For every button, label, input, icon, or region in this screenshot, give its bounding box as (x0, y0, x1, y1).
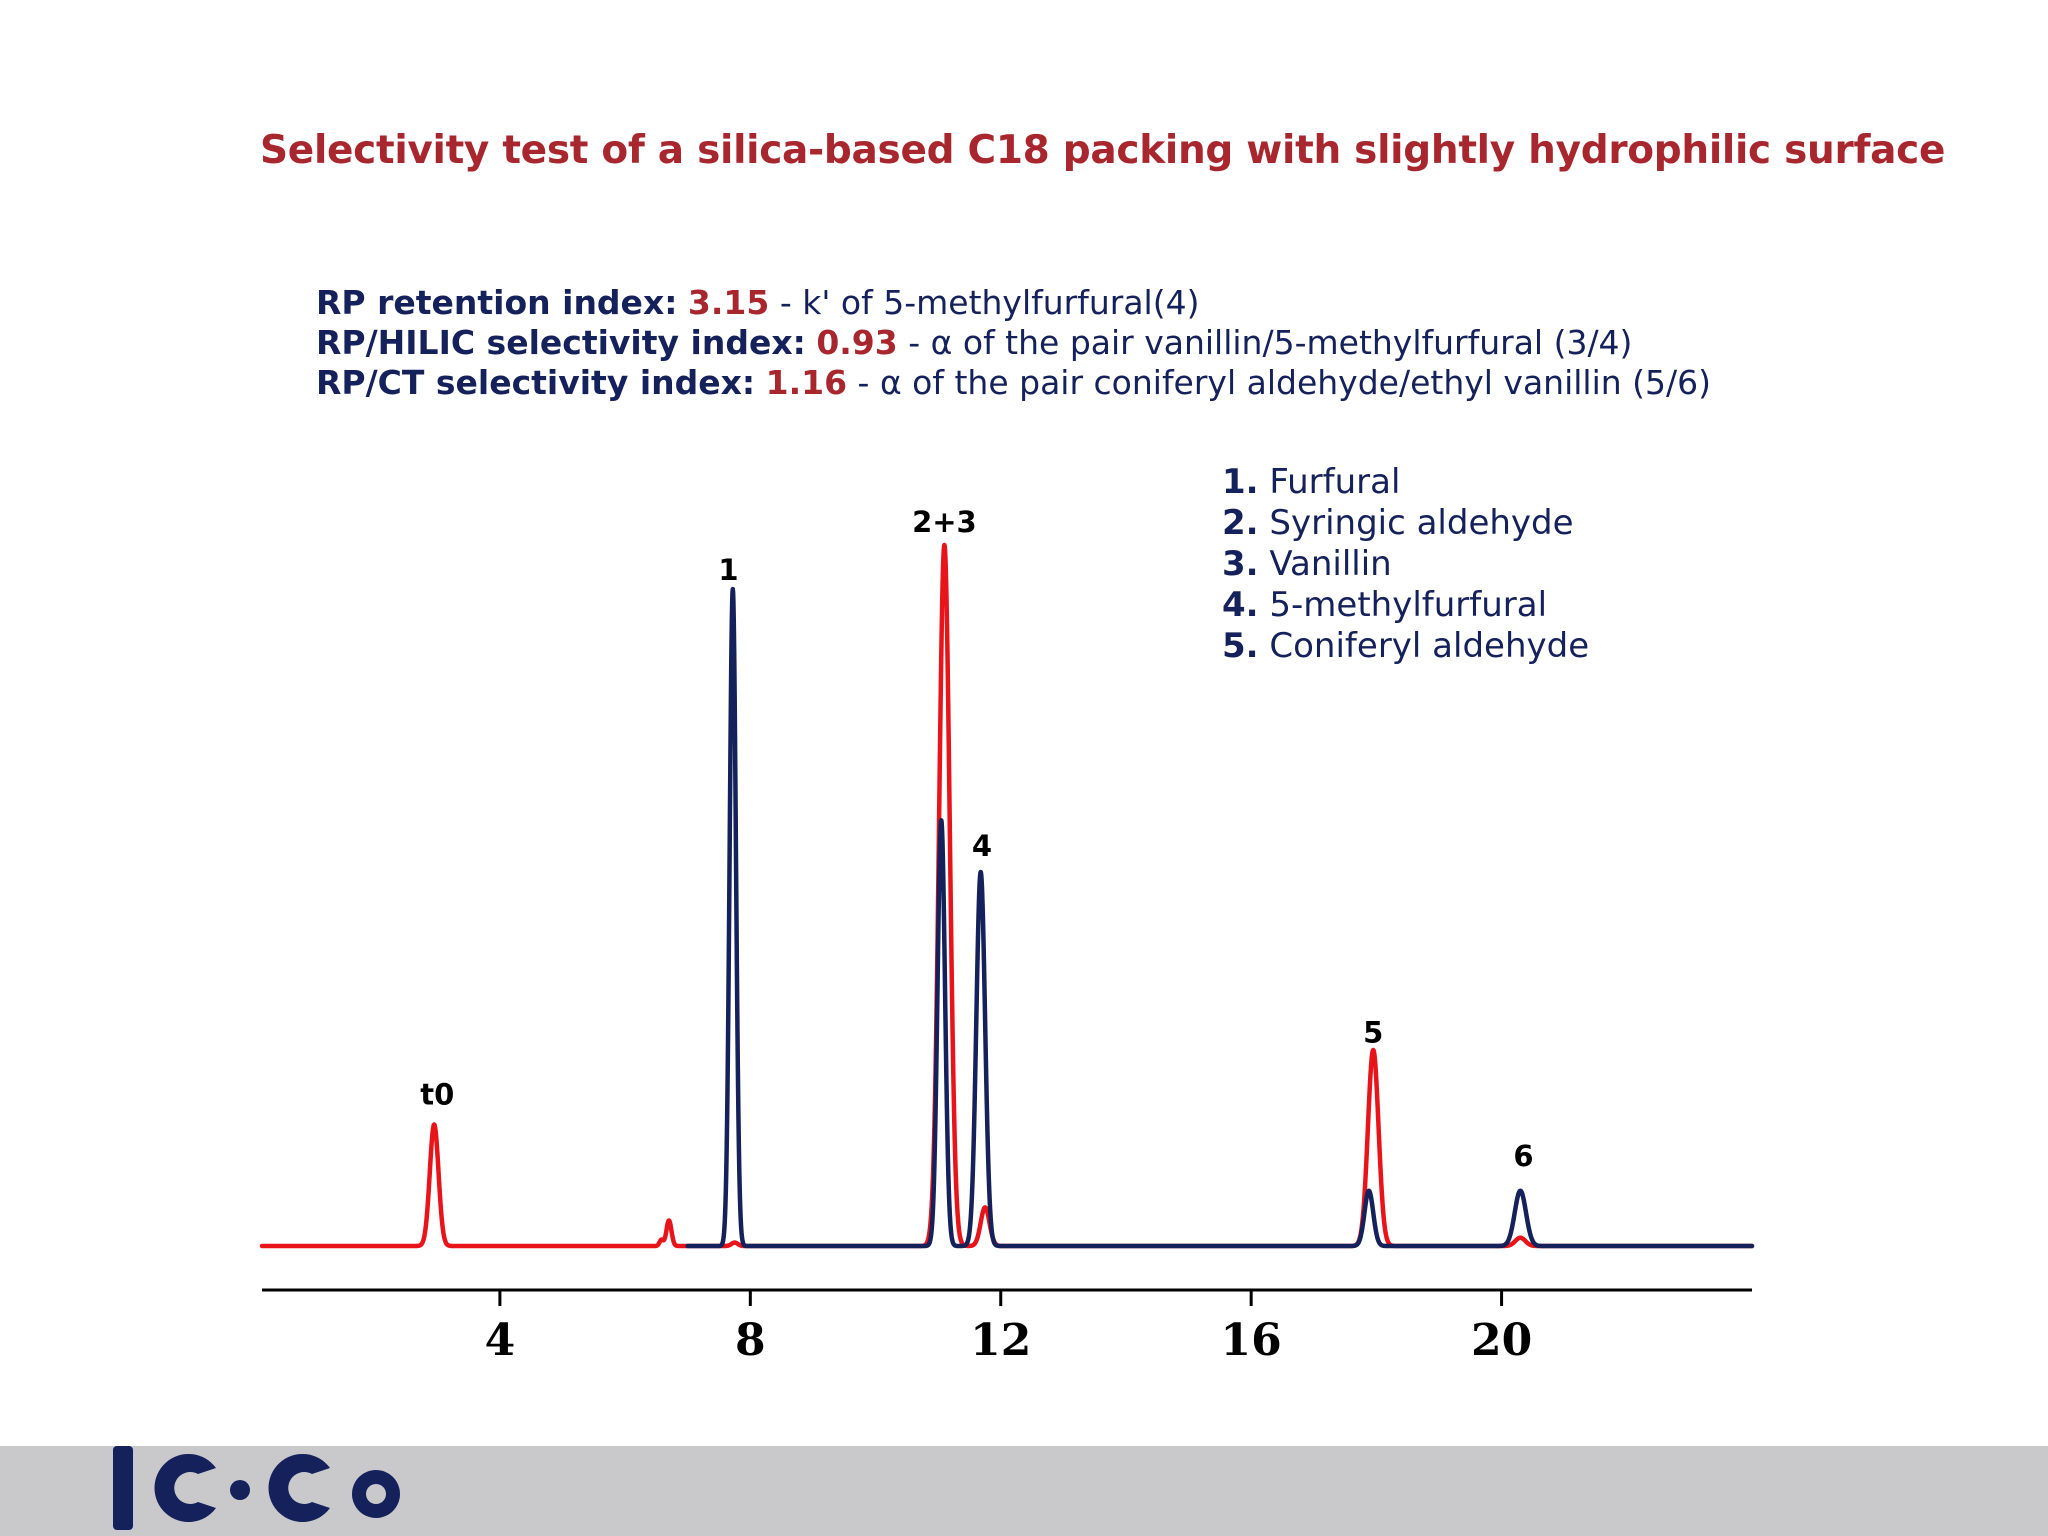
legend-item-5-methylfurfural: 4. 5-methylfurfural (1222, 585, 1547, 625)
navy-trace (685, 586, 1755, 1249)
legend-number: 2. (1222, 503, 1259, 543)
logo-letter-l (113, 1446, 133, 1530)
logo-letter-c2 (268, 1454, 330, 1522)
legend-item-coniferyl-aldehyde: 5. Coniferyl aldehyde (1222, 626, 1589, 666)
rp-retention-index: RP retention index: 3.15 - k' of 5-methy… (316, 283, 1199, 322)
lcco-logo (113, 1446, 400, 1530)
logo-letter-o (352, 1470, 400, 1518)
index-description: - k' of 5-methylfurfural(4) (779, 283, 1200, 322)
legend-number: 3. (1222, 544, 1259, 584)
legend-item-vanillin: 3. Vanillin (1222, 544, 1392, 584)
peak-label: t0 (420, 1078, 454, 1112)
logo-letter-c (154, 1454, 216, 1522)
legend-number: 5. (1222, 626, 1259, 666)
footer-bar (0, 1446, 2048, 1536)
legend-compound: Syringic aldehyde (1269, 503, 1574, 543)
legend-compound: 5-methylfurfural (1269, 585, 1548, 625)
legend-compound: Vanillin (1269, 544, 1392, 584)
index-description: - α of the pair coniferyl aldehyde/ethyl… (857, 363, 1712, 402)
x-tick-label: 16 (1221, 1315, 1282, 1366)
chart-title: Selectivity test of a silica-based C18 p… (260, 128, 1946, 173)
x-tick-label: 8 (735, 1315, 766, 1366)
rp-hilic-selectivity-index: RP/HILIC selectivity index: 0.93 - α of … (316, 323, 1632, 362)
legend-item-syringic-aldehyde: 2. Syringic aldehyde (1222, 503, 1574, 543)
x-tick-label: 12 (970, 1315, 1031, 1366)
x-tick-label: 20 (1471, 1315, 1532, 1366)
logo-dot (230, 1480, 250, 1500)
index-label: RP/HILIC selectivity index: (316, 323, 806, 362)
peak-label: 2+3 (912, 505, 977, 539)
x-tick-label: 4 (485, 1315, 516, 1366)
index-description: - α of the pair vanillin/5-methylfurfura… (908, 323, 1633, 362)
peak-label: 6 (1513, 1139, 1533, 1173)
peak-label: 5 (1363, 1015, 1383, 1049)
legend-item-furfural: 1. Furfural (1222, 462, 1400, 502)
rp-ct-selectivity-index: RP/CT selectivity index: 1.16 - α of the… (316, 363, 1711, 402)
chromatogram-chart: 4 8 12 16 20 t0 1 2+3 4 5 6 (259, 505, 1755, 1366)
legend-number: 4. (1222, 585, 1259, 625)
index-value: 1.16 (765, 363, 848, 402)
index-value: 3.15 (687, 283, 770, 322)
legend-number: 1. (1222, 462, 1259, 502)
peak-label: 4 (972, 829, 992, 863)
index-label: RP retention index: (316, 283, 678, 322)
peak-label: 1 (718, 553, 738, 587)
index-label: RP/CT selectivity index: (316, 363, 756, 402)
legend-compound: Furfural (1269, 462, 1401, 502)
index-value: 0.93 (816, 323, 898, 362)
legend-compound: Coniferyl aldehyde (1269, 626, 1590, 666)
